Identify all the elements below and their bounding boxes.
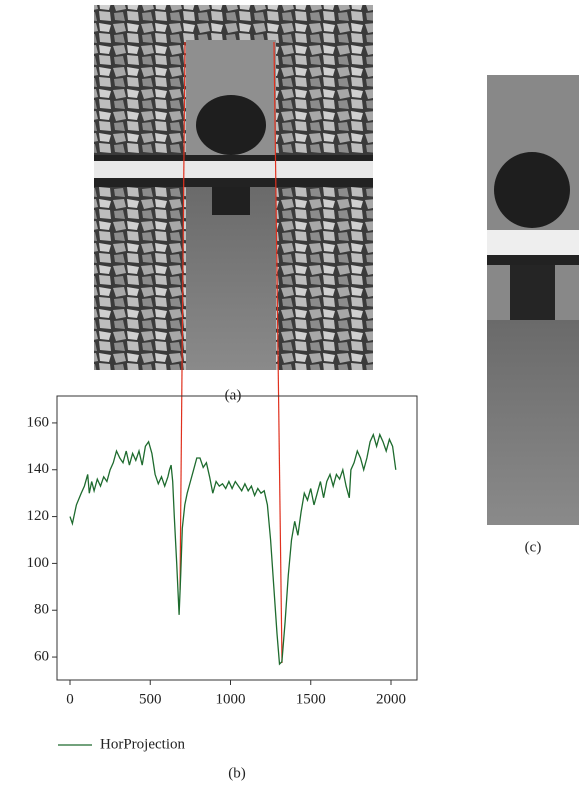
x-tick-label: 2000 [376,691,406,707]
caption: (c) [525,539,542,555]
y-tick-label: 160 [27,414,50,430]
y-tick-label: 120 [27,508,50,524]
y-tick-label: 100 [27,555,50,571]
caption: (b) [228,765,246,781]
x-tick-label: 0 [66,691,74,707]
guide-line [179,41,186,591]
caption: (a) [225,387,242,403]
plot-frame [56,395,418,681]
y-tick-label: 80 [34,602,49,618]
x-tick-label: 1500 [296,691,326,707]
x-tick-label: 500 [139,691,162,707]
y-tick-label: 60 [34,648,49,664]
y-tick-label: 140 [27,461,50,477]
photo-c [487,75,579,525]
guide-line [273,41,283,664]
legend-label: HorProjection [100,736,185,752]
data-line [69,432,397,666]
x-tick-label: 1000 [215,691,245,707]
photo-a [94,5,373,370]
